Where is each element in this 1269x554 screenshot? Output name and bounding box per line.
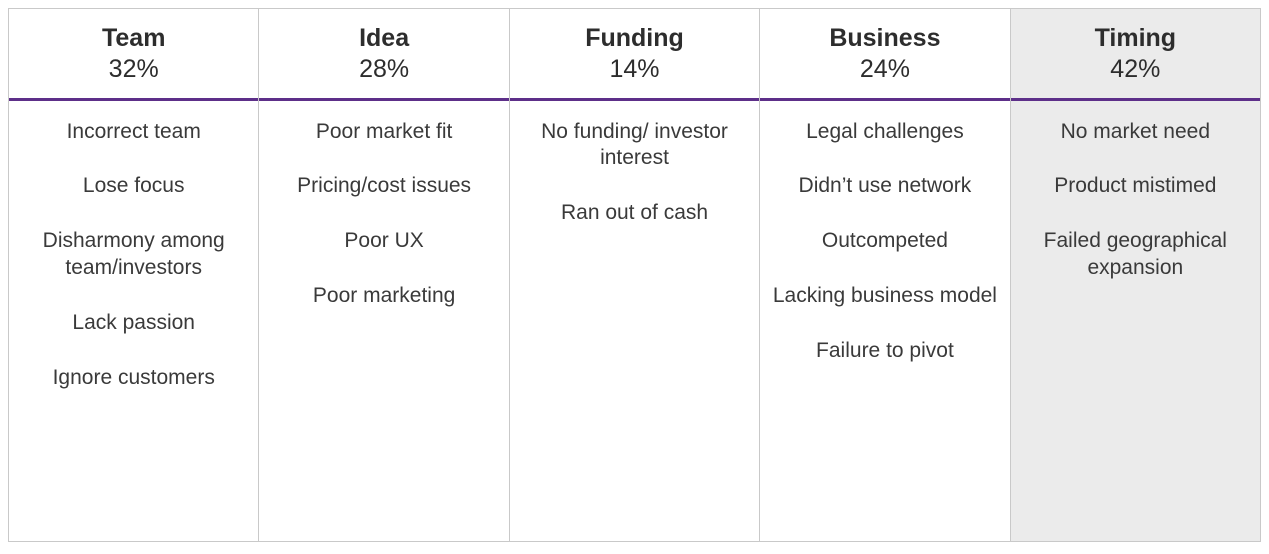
list-item: Ran out of cash xyxy=(520,200,749,227)
list-item: No market need xyxy=(1021,119,1250,146)
list-item: Incorrect team xyxy=(19,119,248,146)
failure-reasons-table: Team 32% Incorrect team Lose focus Disha… xyxy=(8,8,1261,542)
list-item: Outcompeted xyxy=(770,228,999,255)
column-idea: Idea 28% Poor market fit Pricing/cost is… xyxy=(259,9,509,541)
list-item: Poor UX xyxy=(269,228,498,255)
list-item: Lack passion xyxy=(19,310,248,337)
column-percent: 28% xyxy=(267,54,500,85)
column-body: No market need Product mistimed Failed g… xyxy=(1011,101,1260,541)
column-title: Funding xyxy=(518,23,751,54)
column-header: Idea 28% xyxy=(259,9,508,101)
column-header: Funding 14% xyxy=(510,9,759,101)
list-item: Pricing/cost issues xyxy=(269,173,498,200)
column-title: Idea xyxy=(267,23,500,54)
list-item: Product mistimed xyxy=(1021,173,1250,200)
column-body: Incorrect team Lose focus Disharmony amo… xyxy=(9,101,258,541)
column-percent: 24% xyxy=(768,54,1001,85)
list-item: Poor marketing xyxy=(269,283,498,310)
column-title: Team xyxy=(17,23,250,54)
list-item: Lacking business model xyxy=(770,283,999,310)
list-item: Ignore customers xyxy=(19,365,248,392)
column-header: Timing 42% xyxy=(1011,9,1260,101)
column-funding: Funding 14% No funding/ investor interes… xyxy=(510,9,760,541)
list-item: Legal challenges xyxy=(770,119,999,146)
column-team: Team 32% Incorrect team Lose focus Disha… xyxy=(9,9,259,541)
column-percent: 32% xyxy=(17,54,250,85)
list-item: Disharmony among team/investors xyxy=(19,228,248,282)
column-header: Team 32% xyxy=(9,9,258,101)
column-timing: Timing 42% No market need Product mistim… xyxy=(1011,9,1260,541)
column-body: Poor market fit Pricing/cost issues Poor… xyxy=(259,101,508,541)
column-percent: 42% xyxy=(1019,54,1252,85)
list-item: Failed geographical expansion xyxy=(1021,228,1250,282)
list-item: Poor market fit xyxy=(269,119,498,146)
list-item: Lose focus xyxy=(19,173,248,200)
column-title: Timing xyxy=(1019,23,1252,54)
column-body: No funding/ investor interest Ran out of… xyxy=(510,101,759,541)
column-title: Business xyxy=(768,23,1001,54)
column-percent: 14% xyxy=(518,54,751,85)
list-item: Didn’t use network xyxy=(770,173,999,200)
column-header: Business 24% xyxy=(760,9,1009,101)
list-item: No funding/ investor interest xyxy=(520,119,749,173)
column-body: Legal challenges Didn’t use network Outc… xyxy=(760,101,1009,541)
list-item: Failure to pivot xyxy=(770,338,999,365)
column-business: Business 24% Legal challenges Didn’t use… xyxy=(760,9,1010,541)
